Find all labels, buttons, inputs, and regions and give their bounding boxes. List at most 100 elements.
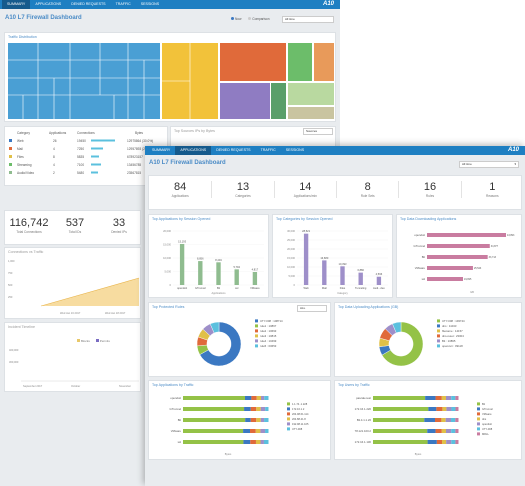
stacked-bar-segment (373, 396, 426, 400)
legend-label: UTY-008 : 108714 (260, 319, 283, 323)
cell-bytes: 12957893 (29.9%) (127, 147, 153, 151)
back-tab-sessions[interactable]: SESSIONS (140, 2, 160, 6)
radio-now-icon[interactable] (231, 17, 234, 20)
kpi-rule-sets: 8 Rule Sets (336, 181, 398, 198)
x-tick-label: opendoit (177, 286, 187, 290)
data-label: 6,880 (357, 268, 364, 272)
card-title: Top Categories by Session Opened (276, 217, 333, 221)
data-label: 10,393 (339, 262, 347, 266)
cell-category: Audio/Video (17, 171, 34, 175)
bar (427, 244, 490, 248)
stacked-bar-segment (243, 429, 251, 433)
legend-label: Permits (99, 339, 110, 343)
tab-summary[interactable]: SUMMARY (152, 148, 171, 152)
stacked-bar-segment (373, 418, 425, 422)
stacked-bar-segment (455, 407, 459, 411)
stacked-bar-segment (455, 429, 459, 433)
legend-swatch-icon (437, 329, 440, 333)
cell-applications: 4 (53, 163, 55, 167)
data-label: 15,193 (178, 239, 186, 243)
stacked-bar-segment (445, 396, 452, 400)
y-tick-label: ssl (178, 440, 182, 444)
conn-tick: 1,000 (8, 259, 15, 263)
kpi-applications: 84 Applications (149, 181, 211, 198)
cell-connections: 7250 (77, 147, 84, 151)
y-tick-label: 172.16.1.130 (355, 440, 372, 444)
tab-traffic[interactable]: TRAFFIC (260, 148, 276, 152)
data-label: 43,893 (507, 234, 515, 237)
y-tick-label: Bit (178, 418, 181, 422)
stacked-bar-segment (265, 407, 269, 411)
category-swatch-icon (9, 139, 12, 142)
stacked-bar-segment (427, 429, 436, 433)
legend-swatch-icon (437, 334, 440, 338)
top-download-chart: opendoit 43,893 GTrunnel 34,877 Bit 33,713 VMw… (413, 233, 515, 294)
card-title: Top Applications by Traffic (152, 383, 194, 387)
traffic-distribution-card: Traffic Distribution (4, 32, 336, 122)
legend-label: rule2 : 10693 (260, 329, 277, 333)
legend-label: opencuri : 09118 (442, 344, 463, 348)
stacked-bar-segment (442, 440, 447, 444)
top-categories-chart: 30,000 25,000 20,000 15,000 10,000 5,000 0 28,5… (287, 229, 388, 295)
back-tab-summary[interactable]: SUMMARY (2, 0, 31, 9)
back-tab-applications[interactable]: APPLICATIONS (35, 2, 62, 6)
top-apps-sessions-chart: 20,000 15,000 10,000 5,000 0 15,193 opendoit 8,… (163, 229, 264, 295)
y-tick-label: Bit.4.1.1.20 (357, 418, 372, 422)
card-title: Top Data Downloading Applications (400, 217, 457, 221)
card-title: Top Users by Traffic (338, 383, 370, 387)
legend-swatch-icon (255, 319, 258, 323)
back-tab-traffic[interactable]: TRAFFIC (115, 2, 131, 6)
x-axis-label: Category (337, 291, 348, 295)
legend-label: dns : 11043 (442, 324, 457, 328)
cell-category: Mail (17, 147, 23, 151)
stat-label: Denied IPs (111, 230, 127, 234)
bar (303, 233, 309, 285)
y-tick-label: opendoit (414, 233, 425, 237)
legend-label: rule4 : 10499 (260, 339, 277, 343)
cell-bytes: 23567815 (127, 171, 141, 175)
tab-denied-requests[interactable]: DENIED REQUESTS (216, 148, 251, 152)
back-nav: SUMMARY APPLICATIONS DENIED REQUESTS TRA… (0, 0, 340, 9)
legend-label: UTY-008 (482, 427, 493, 431)
stacked-bar-segment (436, 440, 443, 444)
users-traffic-chart: pascale.test 172.16.1.220 Bit.4.1.1.20 78.1… (355, 396, 493, 456)
stat-value: 537 (65, 217, 85, 229)
bar (427, 277, 463, 281)
legend-label: MRLL (482, 432, 489, 436)
back-time-select[interactable]: All time (282, 16, 334, 23)
kpi-value: 13 (236, 181, 250, 193)
stacked-bar-segment (256, 396, 262, 400)
apps-traffic-card: Top Applications by Traffic opendoit GTru… (148, 380, 331, 460)
kpi-label: Rule Sets (360, 194, 375, 198)
top-sources-select[interactable]: Sources (303, 128, 333, 135)
traffic-distribution-title: Traffic Distribution (8, 35, 37, 39)
legend-label: Bit (482, 402, 485, 406)
conn-x: Wed Jan 18 2017 (105, 311, 126, 315)
connections-title: Connections vs Traffic (8, 250, 44, 254)
legend-label: VMware (482, 412, 492, 416)
legend-label: UTY-008 : 193744 (442, 319, 465, 323)
radio-comparison-icon[interactable] (248, 17, 252, 20)
stat-value: 33 (112, 217, 126, 229)
stacked-bar-segment (261, 396, 265, 400)
incident-legend: Blocks Permits (77, 339, 110, 343)
legend-swatch-icon (255, 324, 258, 328)
y-tick-label: GTrunnel (413, 244, 425, 248)
rules-filter-select[interactable]: ALL (297, 305, 327, 312)
y-tick-label: VMware (415, 266, 426, 270)
legend-swatch-icon (95, 339, 99, 342)
radio-now-label: Now (235, 17, 242, 21)
tab-sessions[interactable]: SESSIONS (285, 148, 305, 152)
stacked-bar-segment (428, 407, 437, 411)
legend-label: rule1 : 10867 (260, 324, 277, 328)
time-range-select[interactable]: All time ▾ (459, 161, 519, 168)
a10-logo: A10 (507, 147, 519, 153)
time-range-value: All time (462, 162, 472, 166)
x-axis-label: Applications (212, 291, 227, 295)
tab-applications[interactable]: APPLICATIONS (175, 146, 212, 155)
back-tab-denied[interactable]: DENIED REQUESTS (71, 2, 106, 6)
stacked-bar-segment (451, 407, 456, 411)
stacked-bar-segment (446, 407, 452, 411)
data-label: 4,817 (252, 267, 259, 271)
stacked-bar-segment (255, 440, 261, 444)
